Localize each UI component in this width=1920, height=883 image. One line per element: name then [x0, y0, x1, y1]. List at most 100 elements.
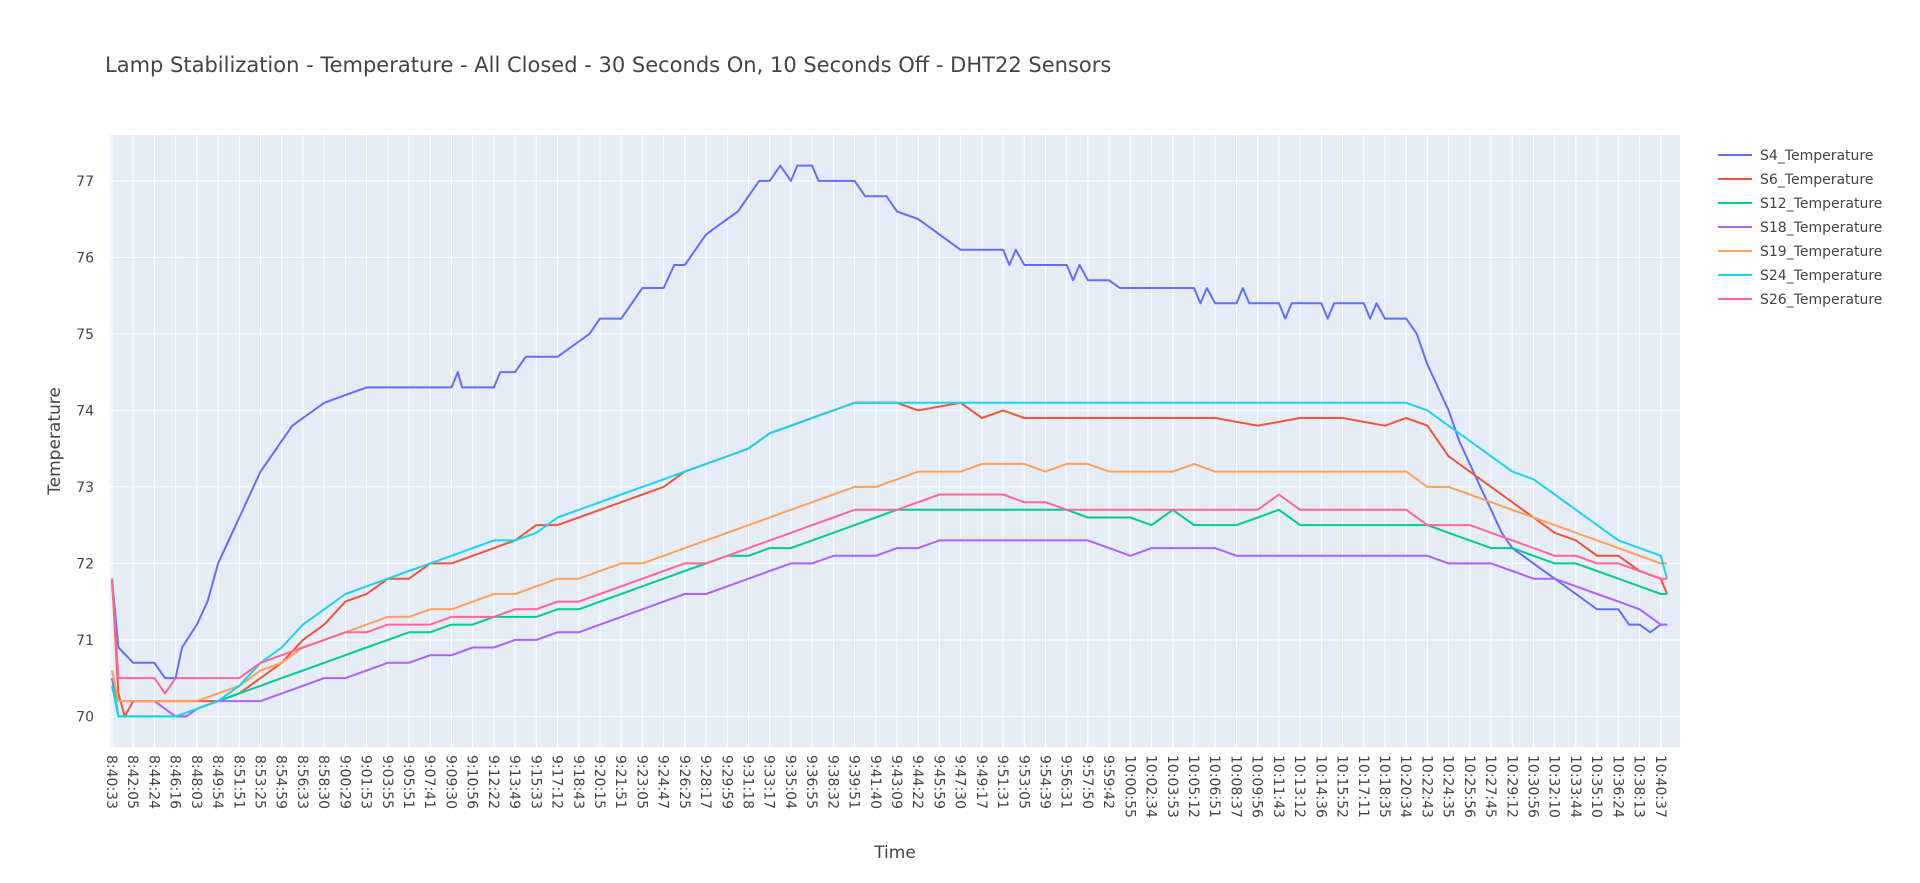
- x-tick-label: 10:02:34: [1143, 755, 1159, 818]
- legend-item[interactable]: S19_Temperature: [1718, 244, 1882, 260]
- x-tick-label: 10:00:55: [1121, 755, 1137, 818]
- x-tick-label: 10:36:24: [1609, 755, 1625, 818]
- x-tick-label: 10:29:12: [1503, 755, 1519, 818]
- legend-item[interactable]: S12_Temperature: [1718, 196, 1882, 212]
- x-tick-label: 10:14:36: [1312, 755, 1328, 818]
- gridlines: [110, 135, 1680, 747]
- y-tick-label: 71: [76, 633, 94, 649]
- x-tick-label: 10:38:13: [1631, 755, 1647, 818]
- x-tick-label: 9:03:55: [379, 755, 395, 809]
- x-tick-label: 9:47:30: [952, 755, 968, 809]
- x-tick-label: 10:05:12: [1185, 755, 1201, 818]
- x-tick-label: 9:29:59: [718, 755, 734, 809]
- x-tick-label: 10:13:12: [1291, 755, 1307, 818]
- series-line-s26-temperature: [111, 493, 1668, 695]
- legend-label: S18_Temperature: [1760, 220, 1882, 236]
- x-tick-label: 9:20:15: [591, 755, 607, 809]
- x-tick-label: 9:39:51: [846, 755, 862, 809]
- x-tick-label: 8:46:16: [167, 755, 183, 809]
- x-tick-label: 10:11:43: [1270, 755, 1286, 818]
- x-tick-label: 10:18:35: [1376, 755, 1392, 818]
- x-tick-label: 9:31:18: [739, 755, 755, 809]
- x-tick-label: 9:18:43: [570, 755, 586, 809]
- x-tick-label: 9:15:33: [527, 755, 543, 809]
- y-tick-label: 72: [76, 556, 94, 572]
- x-tick-label: 10:25:56: [1461, 755, 1477, 818]
- x-tick-label: 8:53:25: [252, 755, 268, 809]
- x-tick-label: 9:38:32: [824, 755, 840, 809]
- legend-label: S6_Temperature: [1760, 172, 1873, 188]
- x-tick-label: 9:24:47: [655, 755, 671, 809]
- x-tick-label: 9:21:51: [612, 755, 628, 809]
- x-tick-label: 10:09:56: [1249, 755, 1265, 818]
- x-tick-label: 9:49:17: [973, 755, 989, 809]
- x-tick-label: 9:07:41: [421, 755, 437, 809]
- series-line-s12-temperature: [111, 508, 1668, 718]
- x-tick-label: 9:35:04: [782, 755, 798, 809]
- x-tick-label: 8:44:24: [145, 755, 161, 809]
- y-tick-label: 75: [76, 327, 94, 343]
- x-tick-label: 8:58:30: [315, 755, 331, 809]
- x-tick-label: 9:09:30: [442, 755, 458, 809]
- x-tick-label: 9:10:56: [464, 755, 480, 809]
- legend-item[interactable]: S18_Temperature: [1718, 220, 1882, 236]
- legend-label: S4_Temperature: [1760, 148, 1873, 164]
- x-tick-label: 9:54:39: [1037, 755, 1053, 809]
- x-tick-label: 8:48:03: [188, 755, 204, 809]
- y-tick-label: 76: [76, 250, 94, 266]
- legend-label: S26_Temperature: [1760, 292, 1882, 308]
- y-axis-title: Temperature: [45, 387, 65, 496]
- x-axis-title: Time: [873, 843, 916, 863]
- legend-item[interactable]: S6_Temperature: [1718, 172, 1873, 188]
- x-tick-label: 9:12:22: [485, 755, 501, 809]
- legend-item[interactable]: S24_Temperature: [1718, 268, 1882, 284]
- x-tick-label: 8:51:51: [230, 755, 246, 809]
- legend-label: S19_Temperature: [1760, 244, 1882, 260]
- x-tick-label: 9:28:17: [697, 755, 713, 809]
- x-tick-label: 10:08:37: [1227, 755, 1243, 818]
- x-tick-label: 8:56:33: [294, 755, 310, 809]
- x-tick-label: 10:32:10: [1546, 755, 1562, 818]
- x-tick-label: 8:49:54: [209, 755, 225, 809]
- x-tick-label: 10:03:53: [1164, 755, 1180, 818]
- series-line-s4-temperature: [111, 164, 1668, 680]
- x-tick-label: 9:13:49: [506, 755, 522, 809]
- x-tick-label: 9:56:31: [1058, 755, 1074, 809]
- x-tick-label: 9:57:50: [1079, 755, 1095, 809]
- x-tick-label: 10:20:34: [1397, 755, 1413, 818]
- x-tick-label: 10:15:52: [1334, 755, 1350, 818]
- x-tick-label: 9:23:05: [633, 755, 649, 809]
- x-tick-label: 9:05:51: [400, 755, 416, 809]
- legend-label: S24_Temperature: [1760, 268, 1882, 284]
- x-tick-label: 10:27:45: [1482, 755, 1498, 818]
- x-tick-label: 9:26:25: [676, 755, 692, 809]
- y-tick-label: 77: [76, 174, 94, 190]
- x-tick-label: 10:22:43: [1418, 755, 1434, 818]
- y-tick-label: 70: [76, 709, 94, 725]
- x-tick-label: 9:44:22: [909, 755, 925, 809]
- x-tick-label: 10:35:10: [1588, 755, 1604, 818]
- x-tick-label: 9:01:53: [358, 755, 374, 809]
- x-tick-label: 9:00:29: [336, 755, 352, 809]
- x-tick-label: 10:06:51: [1206, 755, 1222, 818]
- x-tick-label: 9:36:55: [803, 755, 819, 809]
- x-tick-label: 9:43:09: [888, 755, 904, 809]
- legend[interactable]: S4_Temperature S6_Temperature S12_Temperat…: [1718, 148, 1882, 308]
- y-tick-label: 74: [76, 403, 94, 419]
- legend-item[interactable]: S4_Temperature: [1718, 148, 1873, 164]
- x-tick-label: 9:51:31: [994, 755, 1010, 809]
- y-axis-ticks: 70 71 72 73 74 75 76 77: [76, 174, 94, 726]
- x-tick-label: 10:17:11: [1355, 755, 1371, 818]
- x-tick-label: 9:33:17: [761, 755, 777, 809]
- legend-item[interactable]: S26_Temperature: [1718, 292, 1882, 308]
- x-tick-label: 8:40:33: [103, 755, 119, 809]
- x-tick-label: 10:24:35: [1440, 755, 1456, 818]
- series-line-s24-temperature: [111, 401, 1669, 718]
- x-tick-label: 8:54:59: [273, 755, 289, 809]
- x-tick-label: 10:30:56: [1524, 755, 1540, 818]
- x-tick-label: 9:59:42: [1100, 755, 1116, 809]
- x-tick-label: 10:40:37: [1652, 755, 1668, 818]
- x-tick-label: 9:17:12: [549, 755, 565, 809]
- x-tick-label: 8:42:05: [124, 755, 140, 809]
